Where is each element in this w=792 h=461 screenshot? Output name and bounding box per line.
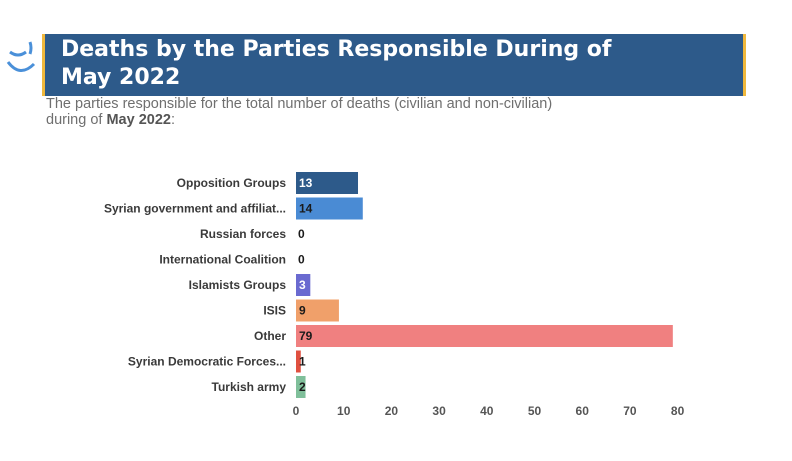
value-label: 14 bbox=[299, 202, 313, 216]
bar bbox=[296, 274, 311, 296]
logo-icon bbox=[6, 41, 36, 72]
title-band: Deaths by the Parties Responsible During… bbox=[42, 34, 746, 96]
subtitle-prefix: during of bbox=[46, 112, 107, 128]
category-label: ISIS bbox=[263, 304, 286, 318]
value-label: 0 bbox=[298, 227, 305, 241]
x-tick-label: 20 bbox=[385, 404, 399, 418]
category-label: Russian forces bbox=[200, 227, 286, 241]
bar bbox=[296, 172, 359, 194]
x-tick-label: 80 bbox=[671, 404, 685, 418]
subtitle-line-1: The parties responsible for the total nu… bbox=[46, 96, 553, 112]
chart-subtitle: The parties responsible for the total nu… bbox=[46, 96, 686, 128]
value-label: 2 bbox=[299, 380, 306, 394]
x-tick-label: 50 bbox=[528, 404, 542, 418]
x-tick-label: 10 bbox=[337, 404, 351, 418]
title-line-2: May 2022 bbox=[61, 65, 181, 90]
x-tick-label: 30 bbox=[432, 404, 446, 418]
category-label: Turkish army bbox=[212, 380, 287, 394]
value-label: 0 bbox=[298, 253, 305, 267]
subtitle-month: May 2022 bbox=[106, 112, 171, 128]
category-label: Syrian government and affiliat... bbox=[104, 202, 286, 216]
category-label: Opposition Groups bbox=[177, 176, 287, 190]
value-label: 79 bbox=[299, 329, 313, 343]
x-tick-label: 40 bbox=[480, 404, 494, 418]
category-label: Other bbox=[254, 329, 286, 343]
x-tick-label: 70 bbox=[623, 404, 637, 418]
bar bbox=[296, 325, 673, 347]
bar bbox=[296, 197, 363, 220]
subtitle-suffix: : bbox=[170, 112, 175, 128]
value-label: 9 bbox=[299, 304, 306, 318]
value-label: 1 bbox=[299, 355, 306, 369]
x-tick-label: 0 bbox=[293, 404, 300, 418]
value-label: 3 bbox=[299, 278, 306, 292]
category-label: Syrian Democratic Forces... bbox=[128, 355, 286, 369]
bar bbox=[296, 376, 306, 398]
x-tick-label: 60 bbox=[576, 404, 590, 418]
value-label: 13 bbox=[299, 176, 313, 190]
bar bbox=[296, 299, 339, 322]
title-line-1: Deaths by the Parties Responsible During… bbox=[61, 37, 612, 62]
chart-title: Deaths by the Parties Responsible During… bbox=[61, 36, 661, 92]
bar bbox=[296, 350, 301, 373]
category-label: Islamists Groups bbox=[189, 278, 287, 292]
subtitle-line-2: during of May 2022: bbox=[46, 112, 686, 128]
category-label: International Coalition bbox=[159, 253, 286, 267]
